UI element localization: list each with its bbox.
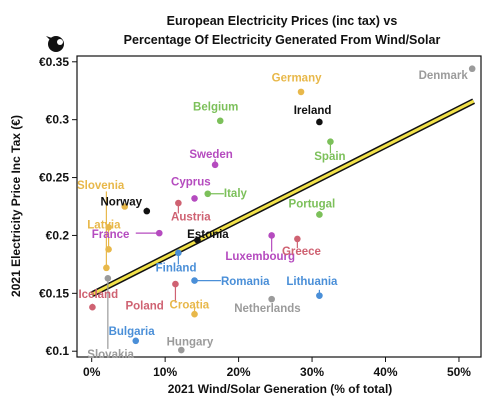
point-france xyxy=(155,229,163,237)
label-germany: Germany xyxy=(272,72,322,84)
point-finland xyxy=(175,249,182,257)
label-spain: Spain xyxy=(314,151,345,163)
point-iceland xyxy=(89,303,96,311)
y-tick-label: €0.1 xyxy=(46,344,70,358)
point-germany xyxy=(297,88,305,96)
point-slovakia xyxy=(104,274,112,282)
x-axis: 0% 10% 20% 30% 40% 50% xyxy=(83,357,471,379)
label-austria: Austria xyxy=(171,211,211,223)
data-points xyxy=(89,65,476,354)
point-slovenia xyxy=(121,203,129,210)
point-poland xyxy=(172,280,179,288)
label-norway: Norway xyxy=(101,196,143,208)
label-slovenia: Slovenia xyxy=(77,180,125,192)
label-italy: Italy xyxy=(224,188,248,200)
point-hungary xyxy=(178,346,185,354)
x-tick-label: 50% xyxy=(447,365,471,379)
x-axis-title: 2021 Wind/Solar Generation (% of total) xyxy=(168,382,393,396)
label-hungary: Hungary xyxy=(167,336,214,348)
label-portugal: Portugal xyxy=(289,199,336,211)
point-estonia xyxy=(194,236,201,244)
point-croatia xyxy=(191,310,198,318)
trendline xyxy=(90,98,476,298)
label-ireland: Ireland xyxy=(294,105,332,117)
label-romania: Romania xyxy=(221,276,270,288)
point-romania xyxy=(191,277,198,284)
x-tick-label: 20% xyxy=(227,365,251,379)
point-labels: Denmark Germany Ireland Belgium Spain Sweden C… xyxy=(77,70,468,361)
point-italy xyxy=(204,190,212,198)
label-belgium: Belgium xyxy=(193,101,238,113)
point-luxembourg xyxy=(268,232,275,239)
point-norway xyxy=(143,207,151,215)
y-tick-label: €0.2 xyxy=(46,228,70,242)
trendline-fill xyxy=(91,99,475,296)
y-tick-label: €0.25 xyxy=(39,171,69,185)
label-iceland: Iceland xyxy=(78,289,118,301)
label-croatia: Croatia xyxy=(170,299,210,311)
label-bulgaria: Bulgaria xyxy=(109,326,156,338)
x-tick-label: 0% xyxy=(83,365,101,379)
y-axis: €0.1 €0.15 €0.2 €0.25 €0.3 €0.35 xyxy=(39,55,77,358)
point-denmark xyxy=(468,65,476,73)
point-latvia xyxy=(105,224,112,231)
chart-title-line2: Percentage Of Electricity Generated From… xyxy=(124,33,441,47)
y-tick-label: €0.3 xyxy=(46,113,70,127)
point-sweden xyxy=(211,161,219,169)
point-lithuania xyxy=(316,292,323,299)
point-portugal xyxy=(316,211,323,218)
label-lithuania: Lithuania xyxy=(286,276,338,288)
chart-title-line1: European Electricity Prices (inc tax) vs xyxy=(167,14,398,28)
point-latvia-pt2 xyxy=(105,246,112,253)
point-greece xyxy=(294,235,301,243)
logo-icon xyxy=(46,36,64,52)
label-latvia: Latvia xyxy=(87,219,121,231)
label-denmark: Denmark xyxy=(419,70,469,82)
y-axis-title: 2021 Electricity Price Inc Tax (€) xyxy=(9,115,23,297)
label-sweden: Sweden xyxy=(189,149,232,161)
label-france: France xyxy=(92,229,130,241)
x-tick-label: 40% xyxy=(373,365,397,379)
point-bulgaria xyxy=(132,337,140,345)
point-slovenia-pt2 xyxy=(103,264,110,272)
point-cyprus xyxy=(191,195,198,202)
label-luxembourg: Luxembourg xyxy=(225,251,295,263)
y-tick-label: €0.15 xyxy=(39,286,69,300)
point-austria xyxy=(175,199,182,207)
point-spain xyxy=(327,138,334,145)
point-belgium xyxy=(216,117,224,125)
point-netherlands xyxy=(268,295,275,303)
x-tick-label: 10% xyxy=(153,365,177,379)
label-netherlands: Netherlands xyxy=(234,303,300,315)
x-tick-label: 30% xyxy=(300,365,324,379)
label-slovakia: Slovakia xyxy=(87,349,134,361)
label-poland: Poland xyxy=(125,301,163,313)
point-ireland xyxy=(316,118,323,126)
label-estonia: Estonia xyxy=(187,229,229,241)
plot-frame xyxy=(76,55,482,358)
y-tick-label: €0.35 xyxy=(39,55,69,69)
label-cyprus: Cyprus xyxy=(171,177,211,189)
label-greece: Greece xyxy=(282,246,321,258)
label-finland: Finland xyxy=(156,262,197,274)
